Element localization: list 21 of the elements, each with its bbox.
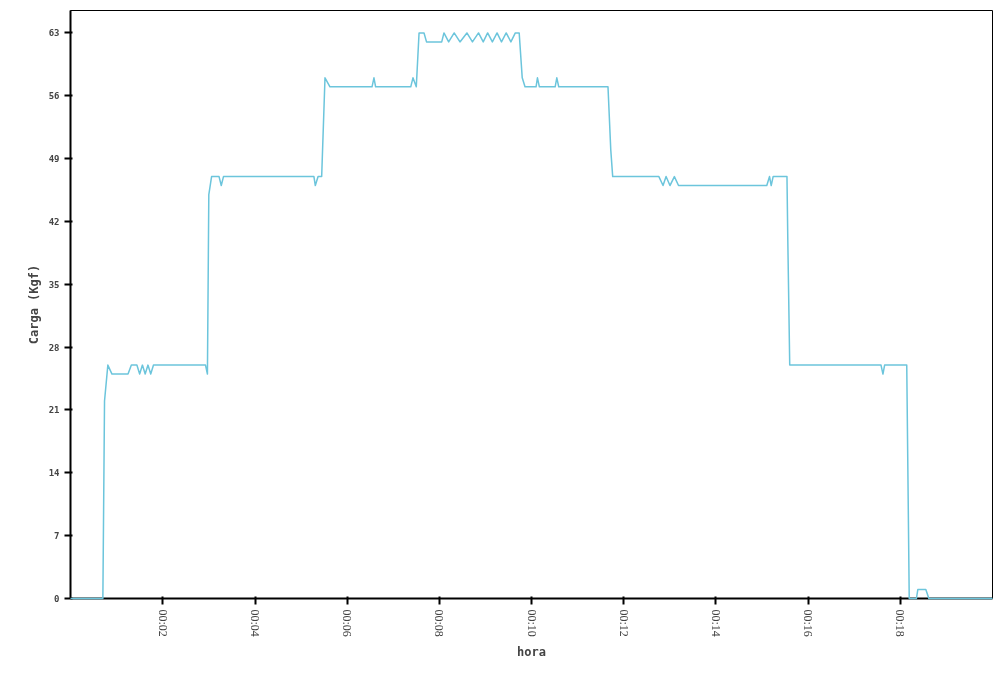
x-tick-label: 00:10 — [524, 609, 539, 637]
x-axis-title: hora — [517, 644, 546, 659]
y-tick-label: 49 — [48, 154, 60, 165]
y-tick-label: 14 — [48, 468, 61, 479]
y-tick-label: 21 — [48, 405, 60, 416]
x-tick-label: 00:08 — [432, 609, 447, 637]
x-tick-label: 00:04 — [248, 609, 263, 637]
x-tick-label: 00:14 — [708, 609, 723, 637]
y-tick-label: 35 — [48, 279, 60, 290]
y-tick-label: 0 — [54, 594, 60, 604]
x-tick-label: 00:12 — [616, 609, 631, 637]
x-tick-label: 00:16 — [801, 609, 816, 637]
x-tick-label: 00:18 — [893, 609, 908, 637]
x-tick-label: 00:06 — [340, 609, 355, 637]
y-tick-label: 56 — [48, 91, 60, 102]
y-tick-label: 7 — [54, 531, 60, 542]
y-tick-label: 42 — [48, 216, 60, 227]
y-tick-label: 28 — [48, 342, 60, 353]
y-tick-label: 63 — [48, 28, 60, 39]
x-tick-label: 00:02 — [155, 609, 170, 637]
y-axis-title: Carga (Kgf) — [26, 264, 41, 345]
